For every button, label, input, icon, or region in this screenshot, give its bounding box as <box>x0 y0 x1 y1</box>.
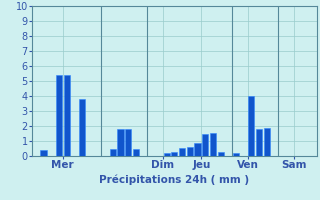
Bar <box>110 149 116 156</box>
Bar <box>218 152 224 156</box>
Bar <box>248 96 254 156</box>
Bar <box>117 129 124 156</box>
X-axis label: Précipitations 24h ( mm ): Précipitations 24h ( mm ) <box>99 174 250 185</box>
Bar <box>64 75 70 156</box>
Bar <box>233 153 239 156</box>
Bar <box>202 134 208 156</box>
Bar <box>171 152 178 156</box>
Bar <box>56 75 62 156</box>
Bar <box>40 150 47 156</box>
Bar <box>179 148 185 156</box>
Bar <box>164 153 170 156</box>
Bar <box>210 133 216 156</box>
Bar <box>256 129 262 156</box>
Bar <box>195 142 201 156</box>
Bar <box>79 99 85 156</box>
Bar <box>264 128 270 156</box>
Bar <box>187 147 193 156</box>
Bar <box>133 149 139 156</box>
Bar <box>125 129 131 156</box>
